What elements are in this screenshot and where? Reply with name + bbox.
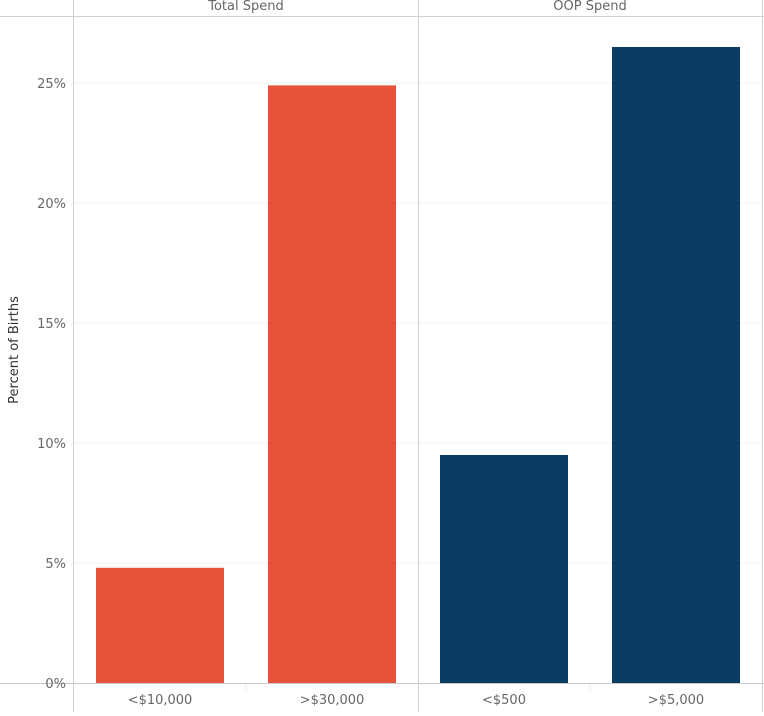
- x-tick-label: >$30,000: [300, 693, 365, 708]
- bar: [96, 567, 224, 683]
- y-axis-label: Percent of Births: [7, 296, 22, 404]
- y-tick-label: 15%: [37, 317, 66, 332]
- y-tick-label: 20%: [37, 197, 66, 212]
- bar: [268, 85, 396, 683]
- y-axis-ticks: 0% 5% 10% 15% 20% 25%: [37, 77, 66, 692]
- bars: [96, 47, 740, 683]
- x-tick-label: <$500: [482, 693, 526, 708]
- panel-headers: Total Spend OOP Spend: [207, 0, 626, 14]
- bar: [440, 455, 568, 683]
- x-tick-label: <$10,000: [128, 693, 193, 708]
- panel-header: OOP Spend: [553, 0, 626, 14]
- panel-header: Total Spend: [207, 0, 284, 14]
- x-tick-label: >$5,000: [648, 693, 704, 708]
- y-tick-label: 5%: [45, 557, 66, 572]
- bar: [612, 47, 740, 683]
- y-tick-label: 25%: [37, 77, 66, 92]
- y-tick-label: 0%: [45, 677, 66, 692]
- x-axis-ticks: <$10,000 >$30,000 <$500 >$5,000: [128, 693, 705, 708]
- y-tick-label: 10%: [37, 437, 66, 452]
